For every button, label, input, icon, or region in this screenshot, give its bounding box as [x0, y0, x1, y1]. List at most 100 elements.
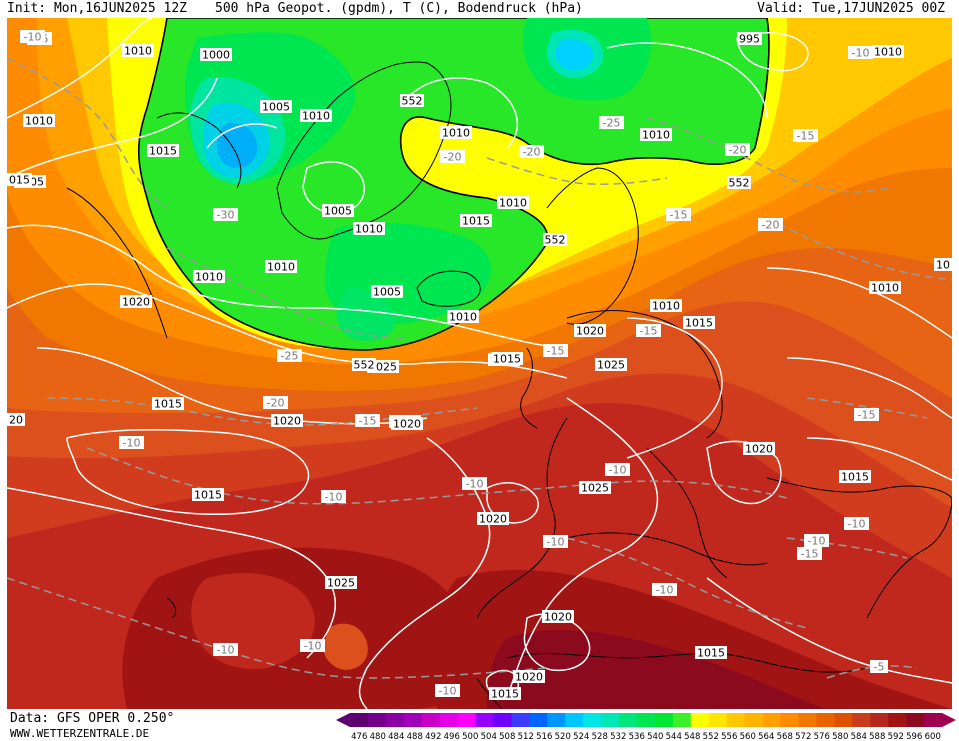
legend-swatch: [726, 713, 746, 727]
legend-swatch: [834, 713, 853, 727]
svg-text:1015: 1015: [154, 398, 182, 411]
svg-text:1015: 1015: [841, 471, 869, 484]
legend-swatch: [637, 713, 656, 727]
pressure-label: 1020: [743, 442, 775, 456]
map-labels: 1010 100010051010101510109951010101010051…: [7, 30, 952, 701]
legend-swatch: [493, 713, 512, 727]
edge-label: 015: [7, 173, 32, 187]
legend-tick-label: 588: [869, 732, 885, 741]
temperature-label: -15: [666, 208, 691, 222]
temperature-label: -20: [758, 218, 783, 232]
svg-text:1020: 1020: [544, 611, 572, 624]
pressure-label: 1025: [325, 576, 357, 590]
legend-swatch: [403, 713, 423, 727]
pressure-label: 1010: [440, 126, 472, 140]
legend-swatch: [367, 713, 387, 727]
pressure-label: 1025: [595, 358, 627, 372]
svg-text:20: 20: [9, 414, 23, 427]
svg-text:1010: 1010: [267, 261, 295, 274]
legend-tick-label: 488: [407, 732, 423, 741]
isobars: [7, 18, 952, 709]
svg-text:1015: 1015: [491, 688, 519, 701]
field-580-spot: [323, 623, 368, 670]
svg-text:015: 015: [9, 174, 30, 187]
svg-text:1000: 1000: [202, 49, 230, 62]
pressure-label: 1010: [872, 45, 904, 59]
svg-text:1005: 1005: [262, 101, 290, 114]
temperature-label: -20: [263, 396, 288, 410]
svg-text:-20: -20: [267, 397, 285, 410]
svg-text:-10: -10: [123, 437, 141, 450]
svg-text:-25: -25: [603, 117, 621, 130]
legend-tick-label: 584: [851, 732, 867, 741]
legend-swatch: [906, 713, 925, 727]
temperature-label: -15: [793, 129, 818, 143]
pressure-label: 1010: [353, 222, 385, 236]
legend-swatch: [439, 713, 459, 727]
pressure-label: 1015: [491, 352, 523, 366]
temperature-label: -10: [848, 46, 873, 60]
pressure-label: 1015: [147, 144, 179, 158]
pressure-label: 1010: [122, 44, 154, 58]
svg-text:1010: 1010: [355, 223, 383, 236]
svg-text:-10: -10: [466, 478, 484, 491]
legend-tick-label: 600: [925, 732, 941, 741]
svg-text:-20: -20: [444, 151, 462, 164]
temperature-label: -10: [804, 534, 829, 548]
svg-text:-10: -10: [808, 535, 826, 548]
svg-text:-15: -15: [640, 325, 658, 338]
svg-text:-20: -20: [762, 219, 780, 232]
svg-text:1020: 1020: [745, 443, 773, 456]
forecast-map: 1010 100010051010101510109951010101010051…: [7, 18, 952, 709]
svg-text:-10: -10: [304, 640, 322, 653]
temperature-label: -10: [435, 684, 460, 698]
svg-text:1010: 1010: [302, 110, 330, 123]
legend-tick-label: 580: [832, 732, 848, 741]
legend-tick-label: 572: [795, 732, 811, 741]
legend-tick-label: 512: [518, 732, 534, 741]
legend-swatch: [852, 713, 871, 727]
temperature-label: -15: [636, 324, 661, 338]
svg-text:995: 995: [739, 33, 760, 46]
pressure-label: 1015: [839, 470, 871, 484]
svg-text:-10: -10: [24, 31, 42, 44]
svg-text:1010: 1010: [442, 127, 470, 140]
svg-text:-5: -5: [874, 661, 885, 674]
pressure-label: 1005: [322, 204, 354, 218]
pressure-label: 1000: [200, 48, 232, 62]
temperature-label: -5: [870, 660, 888, 674]
legend-tick-label: 500: [462, 732, 478, 741]
pressure-label: 1020: [477, 512, 509, 526]
temperature-label: -10: [213, 643, 238, 657]
legend-swatch: [870, 713, 889, 727]
legend-swatch: [654, 713, 674, 727]
temperature-label: -10: [844, 517, 869, 531]
svg-text:-30: -30: [217, 209, 235, 222]
svg-text:1015: 1015: [462, 215, 490, 228]
svg-text:1020: 1020: [576, 325, 604, 338]
pressure-label: 1025: [579, 481, 611, 495]
legend-tick-label: 532: [610, 732, 626, 741]
legend-tick-label: 504: [481, 732, 497, 741]
edge-label: -10: [20, 30, 45, 44]
svg-text:1015: 1015: [493, 353, 521, 366]
svg-text:-10: -10: [439, 685, 457, 698]
temperature-label: -10: [652, 583, 677, 597]
temperature-label: -15: [797, 547, 822, 561]
temperature-label: -10: [119, 436, 144, 450]
init-time: Init: Mon,16JUN2025 12Z: [7, 1, 188, 16]
legend-swatch: [619, 713, 638, 727]
chart-footer: Data: GFS OPER 0.250° WWW.WETTERZENTRALE…: [0, 709, 959, 741]
legend-swatch: [421, 713, 441, 727]
pressure-label: 1010: [447, 310, 479, 324]
svg-text:-15: -15: [547, 345, 565, 358]
svg-text:1010: 1010: [871, 282, 899, 295]
svg-text:1010: 1010: [124, 45, 152, 58]
pressure-label: 1020: [391, 417, 423, 431]
svg-text:1025: 1025: [581, 482, 609, 495]
svg-text:1010: 1010: [642, 129, 670, 142]
temperature-label: -10: [543, 535, 568, 549]
temperature-label: -10: [321, 490, 346, 504]
valid-time: Valid: Tue,17JUN2025 00Z: [757, 1, 945, 16]
pressure-label: 1010: [497, 196, 529, 210]
